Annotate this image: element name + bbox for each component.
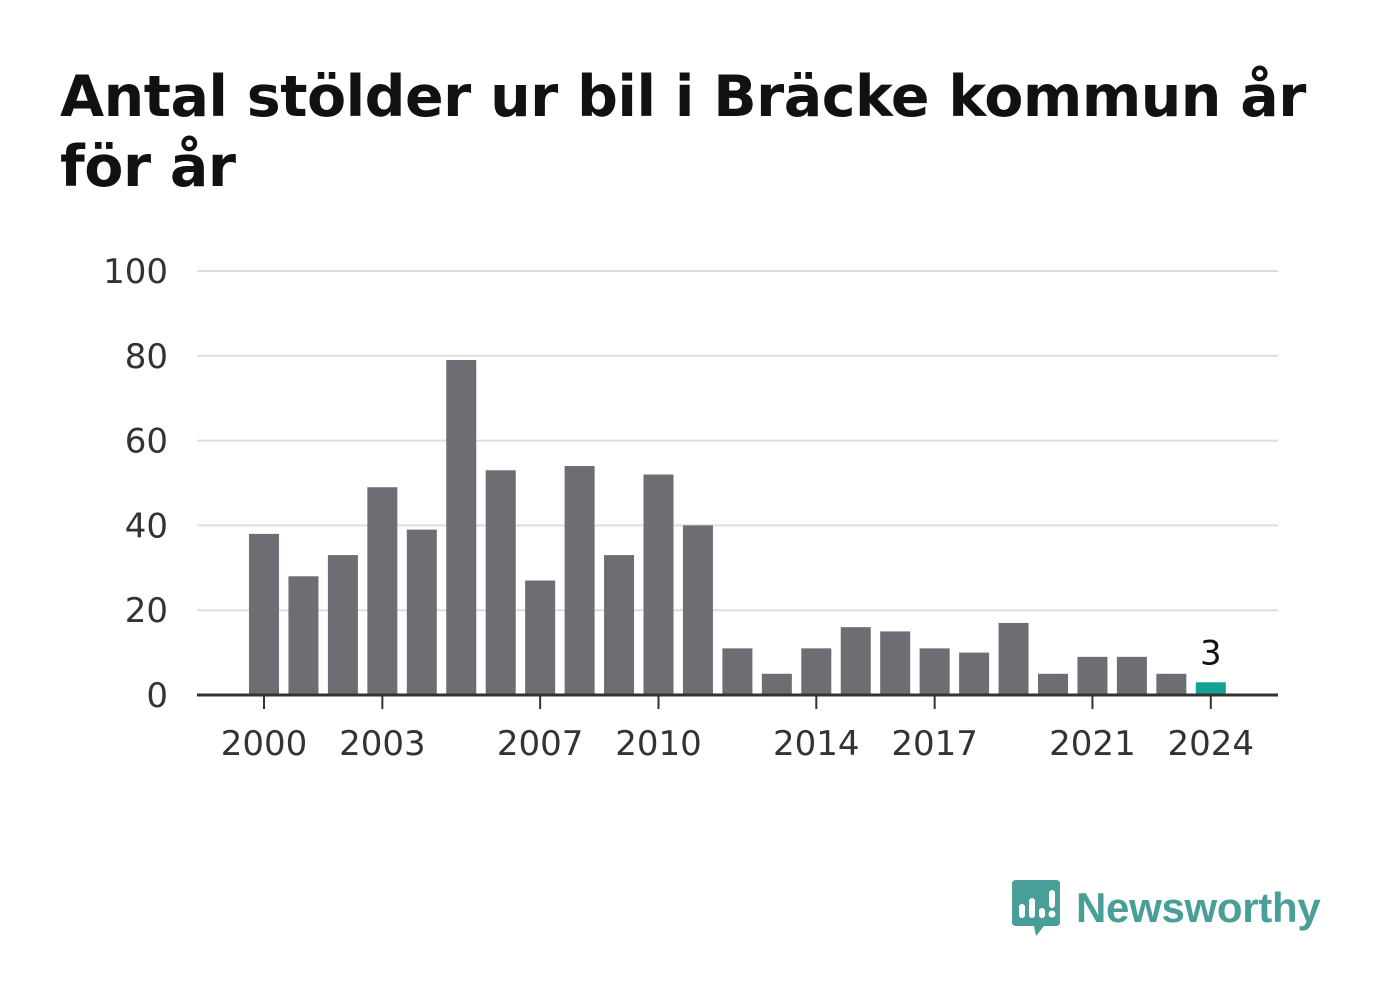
bar [327, 555, 358, 695]
bar [288, 576, 319, 695]
bar [1195, 682, 1226, 695]
bar [1077, 656, 1108, 695]
bar [564, 466, 595, 695]
chart-title: Antal stölder ur bil i Bräcke kommun år … [60, 64, 1306, 200]
x-tick-label: 2021 [1049, 724, 1136, 764]
x-tick-label: 2014 [773, 724, 860, 764]
y-tick-label: 40 [125, 506, 168, 546]
bar [959, 652, 990, 695]
newsworthy-logo-icon [1012, 880, 1060, 936]
x-tick-label: 2003 [339, 724, 426, 764]
bar [525, 580, 556, 695]
y-tick-label: 0 [146, 676, 168, 716]
x-tick-label: 2000 [221, 724, 308, 764]
x-tick-label: 2010 [615, 724, 702, 764]
bar [249, 533, 279, 695]
x-tick-label: 2017 [891, 724, 978, 764]
bar [840, 627, 871, 695]
data-label: 3 [1200, 633, 1222, 673]
bar [643, 474, 674, 695]
bar [919, 648, 950, 695]
y-tick-label: 20 [125, 591, 168, 631]
bar [1116, 656, 1147, 695]
brand-name: Newsworthy [1076, 884, 1321, 931]
bar [367, 487, 398, 695]
bar [998, 622, 1029, 695]
brand-logo: Newsworthy [1010, 878, 1321, 938]
bar [604, 555, 635, 695]
y-tick-label: 60 [125, 422, 168, 462]
x-tick-label: 2007 [497, 724, 584, 764]
bar [406, 529, 437, 695]
y-tick-label: 100 [103, 252, 168, 292]
bar [722, 648, 753, 695]
bar [761, 673, 792, 695]
bar [682, 525, 713, 695]
bar [1038, 673, 1068, 695]
bar [485, 470, 516, 695]
bar [446, 360, 477, 695]
x-tick-label: 2024 [1168, 724, 1255, 764]
bar [801, 648, 832, 695]
bar [1156, 673, 1187, 695]
y-tick-label: 80 [125, 337, 168, 377]
bar [880, 631, 911, 695]
